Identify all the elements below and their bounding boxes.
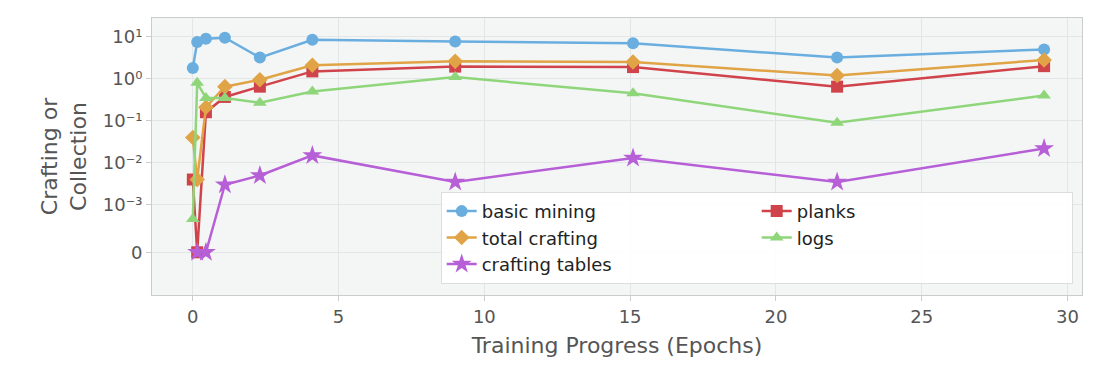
svg-text:logs: logs: [797, 228, 834, 249]
svg-text:10⁻²: 10⁻²: [103, 152, 143, 173]
svg-text:10⁰: 10⁰: [112, 68, 142, 89]
svg-text:15: 15: [619, 306, 642, 327]
svg-text:Training Progress (Epochs): Training Progress (Epochs): [471, 333, 763, 358]
svg-text:10⁻³: 10⁻³: [103, 194, 143, 215]
svg-text:0: 0: [187, 306, 198, 327]
svg-text:crafting tables: crafting tables: [482, 254, 612, 275]
svg-text:planks: planks: [797, 201, 856, 222]
svg-text:Crafting orCollection: Crafting orCollection: [37, 97, 91, 215]
svg-text:10¹: 10¹: [112, 26, 142, 47]
svg-text:0: 0: [131, 242, 142, 263]
svg-text:10: 10: [473, 306, 496, 327]
svg-text:30: 30: [1056, 306, 1079, 327]
svg-text:20: 20: [764, 306, 787, 327]
svg-text:total crafting: total crafting: [482, 228, 598, 249]
svg-text:basic mining: basic mining: [482, 201, 596, 222]
svg-text:5: 5: [333, 306, 344, 327]
svg-text:10⁻¹: 10⁻¹: [103, 110, 143, 131]
svg-text:25: 25: [910, 306, 933, 327]
